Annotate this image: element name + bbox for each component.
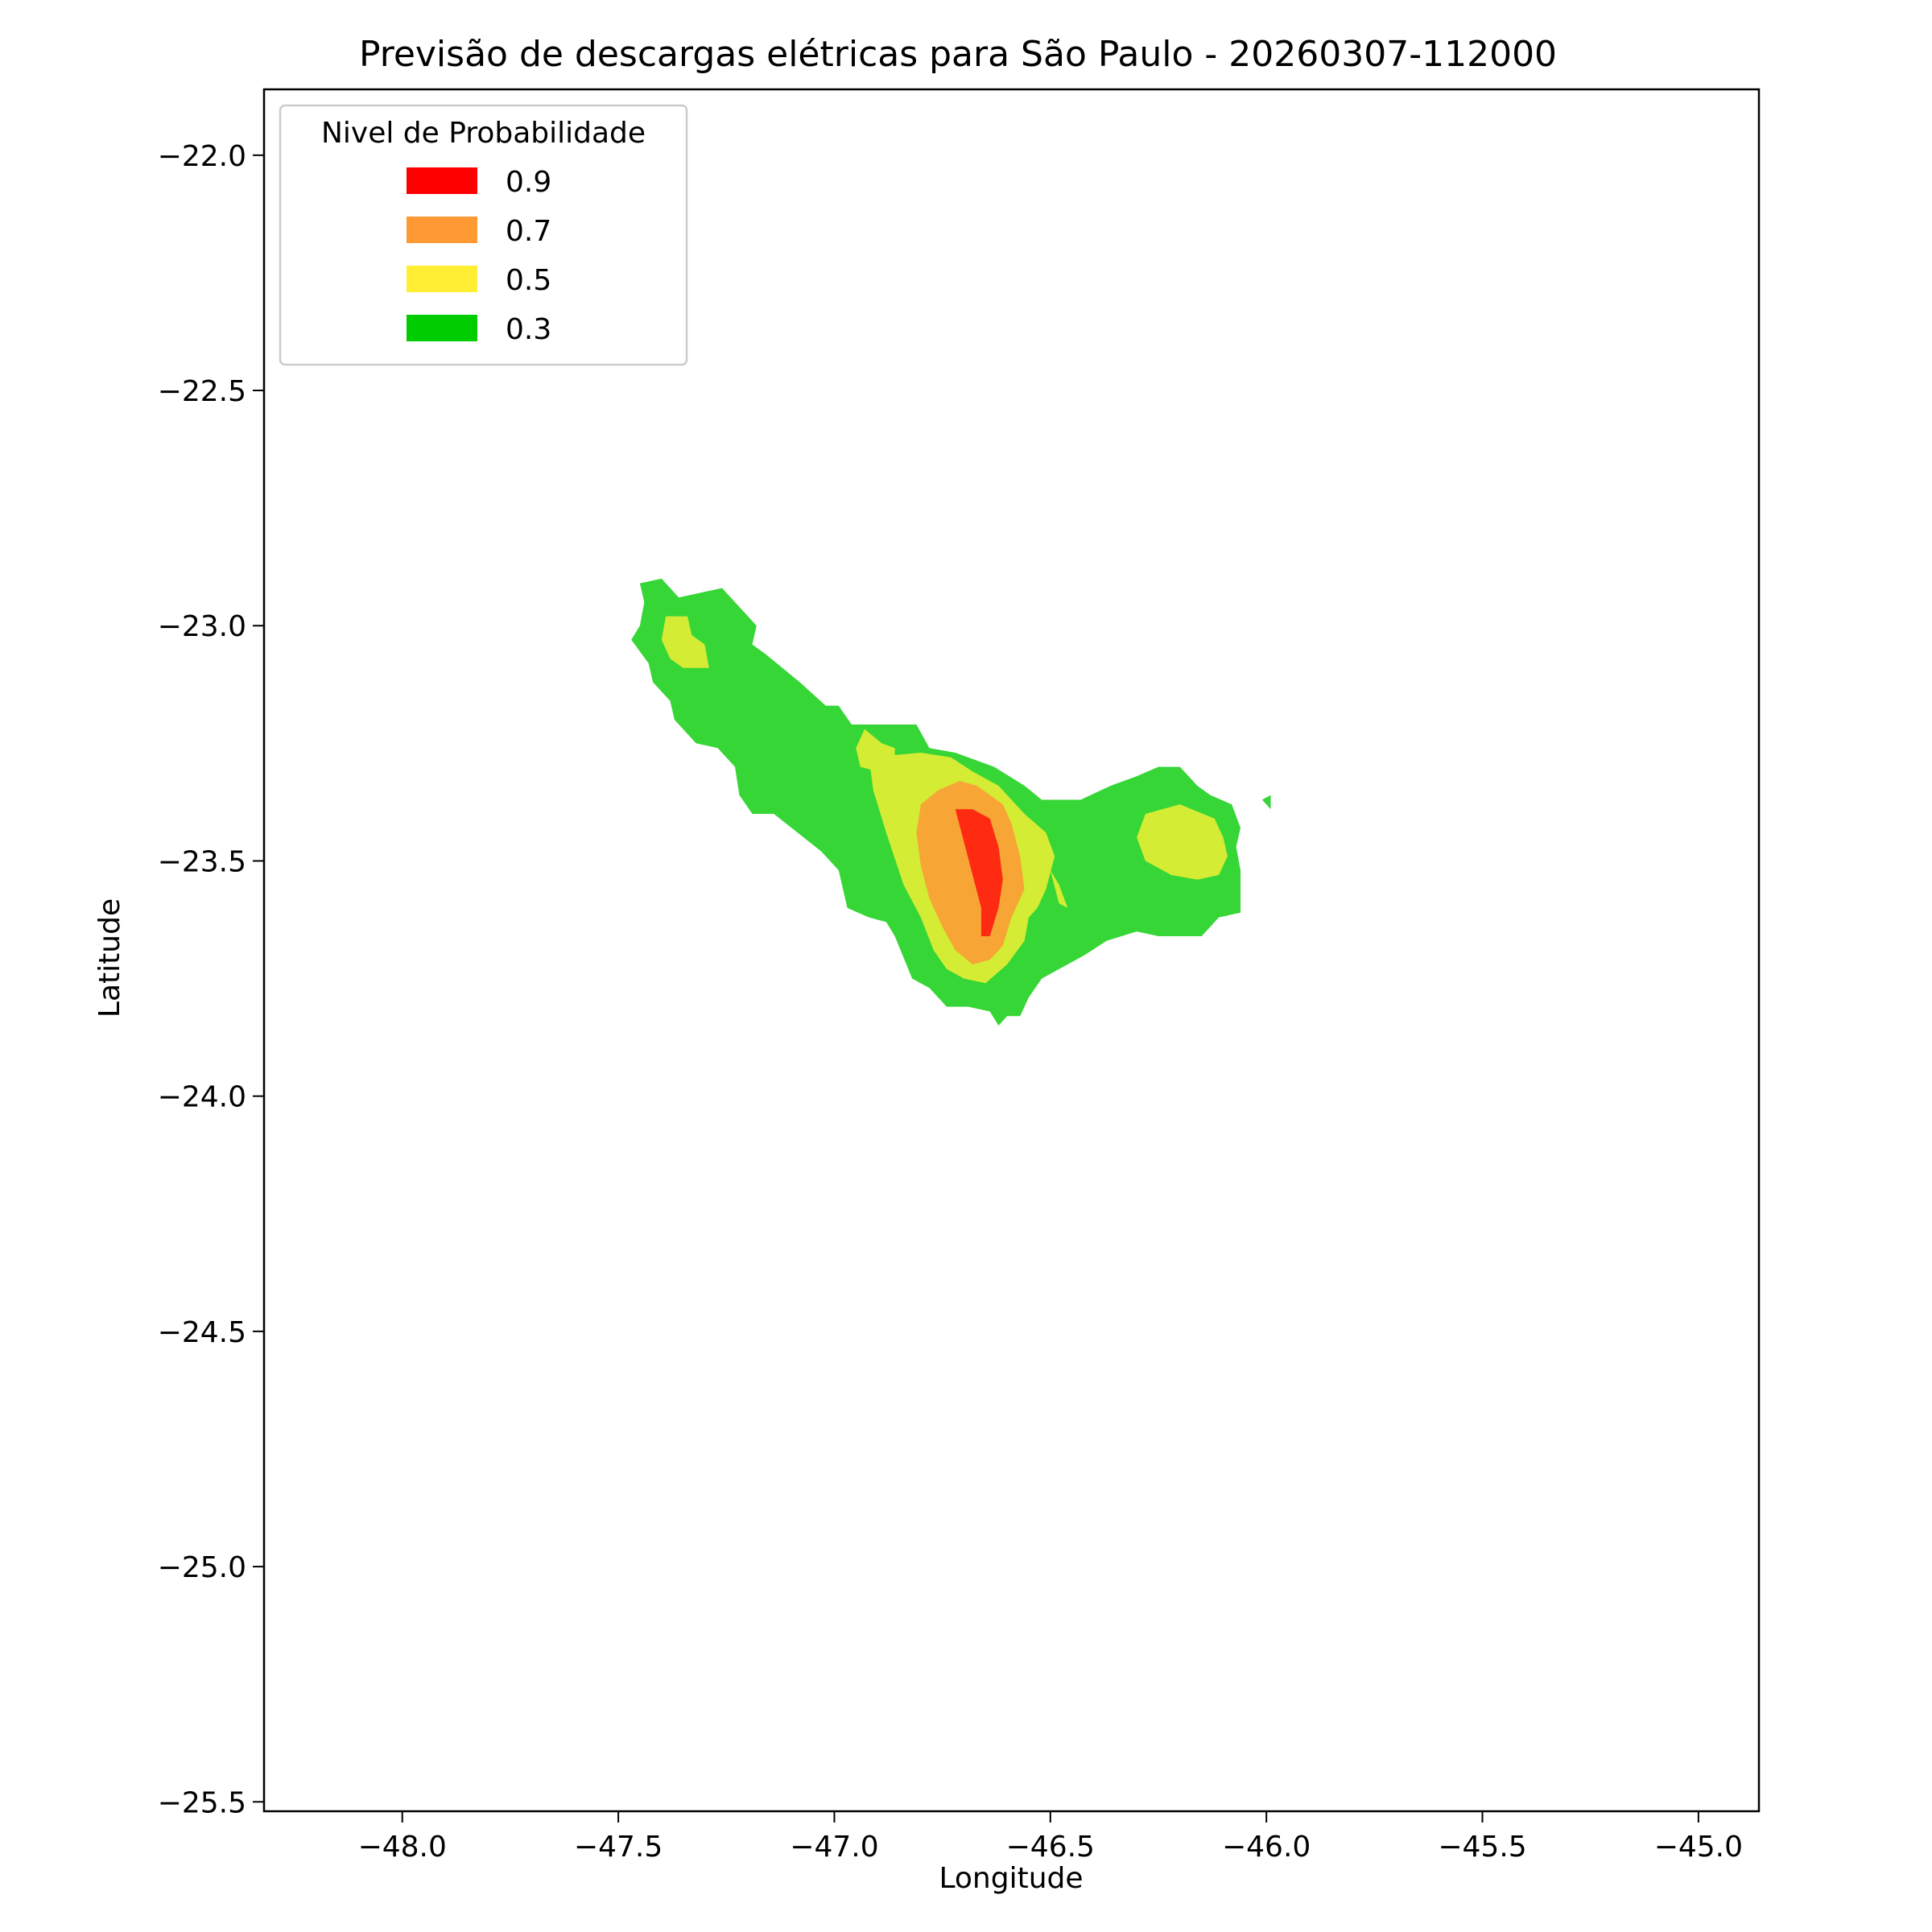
contour-region-0_5-4 xyxy=(1137,804,1228,880)
x-tick-label: −48.0 xyxy=(358,1831,447,1864)
x-tick-label: −47.5 xyxy=(574,1831,663,1864)
legend: Nivel de Probabilidade 0.9 0.7 0.5 0.3 xyxy=(279,104,688,366)
y-tick-label: −22.5 xyxy=(158,375,246,408)
y-axis-ticks: −22.0 −22.5 −23.0 −23.5 −24.0 −24.5 −25.0 −25.5 xyxy=(158,140,264,1819)
legend-swatch-0_9 xyxy=(407,167,477,194)
x-tick-label: −45.5 xyxy=(1438,1831,1526,1864)
contour-level-0_9 xyxy=(955,809,1003,936)
y-tick-label: −24.0 xyxy=(158,1081,246,1114)
legend-label-0_7: 0.7 xyxy=(506,215,551,248)
y-tick-label: −23.0 xyxy=(158,610,246,643)
x-tick-label: −45.0 xyxy=(1654,1831,1743,1864)
legend-box xyxy=(279,104,688,366)
legend-title: Nivel de Probabilidade xyxy=(321,117,646,150)
x-tick-label: −47.0 xyxy=(790,1831,878,1864)
y-tick-label: −23.5 xyxy=(158,845,246,878)
legend-label-0_9: 0.9 xyxy=(506,166,551,199)
chart-title: Previsão de descargas elétricas para São… xyxy=(359,34,1557,75)
y-tick-label: −25.0 xyxy=(158,1551,246,1584)
contour-region-0_9-0 xyxy=(955,809,1003,936)
x-axis-ticks: −48.0 −47.5 −47.0 −46.5 −46.0 −45.5 −45.0 xyxy=(358,1811,1743,1864)
contour-level-0_7 xyxy=(916,781,1025,964)
legend-label-0_3: 0.3 xyxy=(506,313,551,346)
x-axis-label: Longitude xyxy=(939,1862,1083,1895)
contour-region-0_5-3 xyxy=(1050,870,1068,908)
y-tick-label: −24.5 xyxy=(158,1316,246,1349)
contour-region-0_5-0 xyxy=(661,616,709,668)
legend-label-0_5: 0.5 xyxy=(506,264,551,297)
y-tick-label: −25.5 xyxy=(158,1786,246,1819)
legend-swatch-0_5 xyxy=(407,266,477,292)
legend-swatch-0_3 xyxy=(407,315,477,341)
contour-region-0_3-1 xyxy=(1261,795,1271,810)
contour-region-0_7-0 xyxy=(916,781,1025,964)
plot-frame xyxy=(262,88,1761,1813)
y-tick-label: −22.0 xyxy=(158,140,246,173)
y-axis-label: Latitude xyxy=(93,898,126,1018)
plot-area xyxy=(631,578,1271,1026)
x-tick-label: −46.5 xyxy=(1006,1831,1095,1864)
legend-swatch-0_7 xyxy=(407,217,477,243)
x-tick-label: −46.0 xyxy=(1222,1831,1311,1864)
